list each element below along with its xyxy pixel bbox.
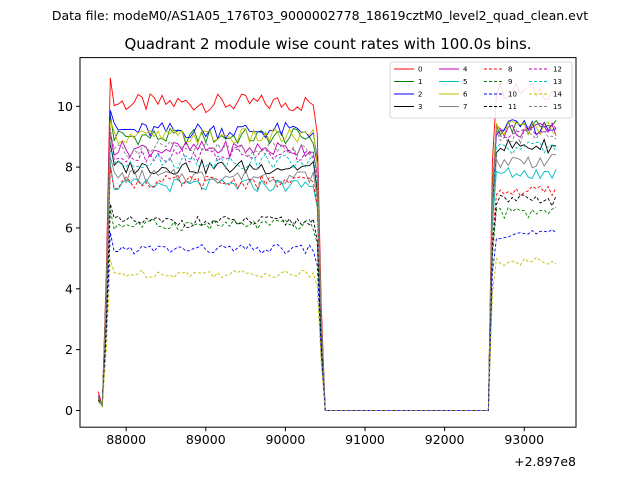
series-line-0 [97, 77, 557, 411]
legend-label-14: 14 [553, 91, 562, 99]
series-line-12 [97, 122, 557, 411]
x-tick-label: 92000 [425, 432, 465, 447]
legend-label-8: 8 [508, 66, 512, 74]
series-line-15 [97, 127, 557, 411]
series-line-9 [97, 206, 557, 411]
series-line-3 [97, 138, 557, 411]
y-tick-label: 4 [65, 281, 73, 296]
axes-frame [79, 57, 577, 428]
legend-label-7: 7 [463, 103, 467, 111]
series-line-4 [97, 123, 557, 411]
figure-suptitle: Data file: modeM0/AS1A05_176T03_90000027… [52, 8, 588, 23]
legend-label-9: 9 [508, 78, 512, 86]
legend-label-6: 6 [463, 91, 468, 99]
chart-title: Quadrant 2 module wise count rates with … [124, 35, 531, 53]
y-tick-label: 6 [65, 220, 73, 235]
x-tick-label: 89000 [186, 432, 226, 447]
x-axis-offset-label: +2.897e8 [514, 454, 576, 469]
series-line-6 [97, 120, 557, 411]
legend-label-2: 2 [418, 91, 422, 99]
x-tick-label: 90000 [266, 432, 306, 447]
series-line-2 [97, 110, 557, 411]
series-line-5 [97, 163, 557, 411]
y-tick-label: 8 [65, 160, 73, 175]
x-tick-label: 93000 [504, 432, 544, 447]
legend-label-12: 12 [553, 66, 562, 74]
y-tick-label: 0 [65, 403, 73, 418]
x-tick-label: 91000 [345, 432, 385, 447]
legend-label-0: 0 [418, 66, 422, 74]
series-line-1 [97, 115, 557, 411]
legend-label-13: 13 [553, 78, 562, 86]
legend-label-1: 1 [418, 78, 422, 86]
series-line-7 [97, 153, 557, 411]
x-tick-label: 88000 [106, 432, 146, 447]
y-tick-label: 10 [57, 99, 73, 114]
series-line-10 [97, 228, 557, 411]
legend-frame [389, 61, 573, 119]
series-line-8 [97, 167, 557, 411]
legend-label-10: 10 [508, 91, 517, 99]
y-tick-label: 2 [65, 342, 73, 357]
legend-label-4: 4 [463, 66, 468, 74]
series-line-11 [97, 194, 557, 411]
legend-label-5: 5 [463, 78, 467, 86]
axis-ticks: 88000 89000 90000 91000 92000 93000 0 2 4 6 8 10 [57, 99, 544, 447]
legend-label-11: 11 [508, 103, 517, 111]
plot-area [97, 77, 557, 411]
legend-label-15: 15 [553, 103, 562, 111]
legend-label-3: 3 [418, 103, 422, 111]
series-line-14 [97, 256, 557, 411]
